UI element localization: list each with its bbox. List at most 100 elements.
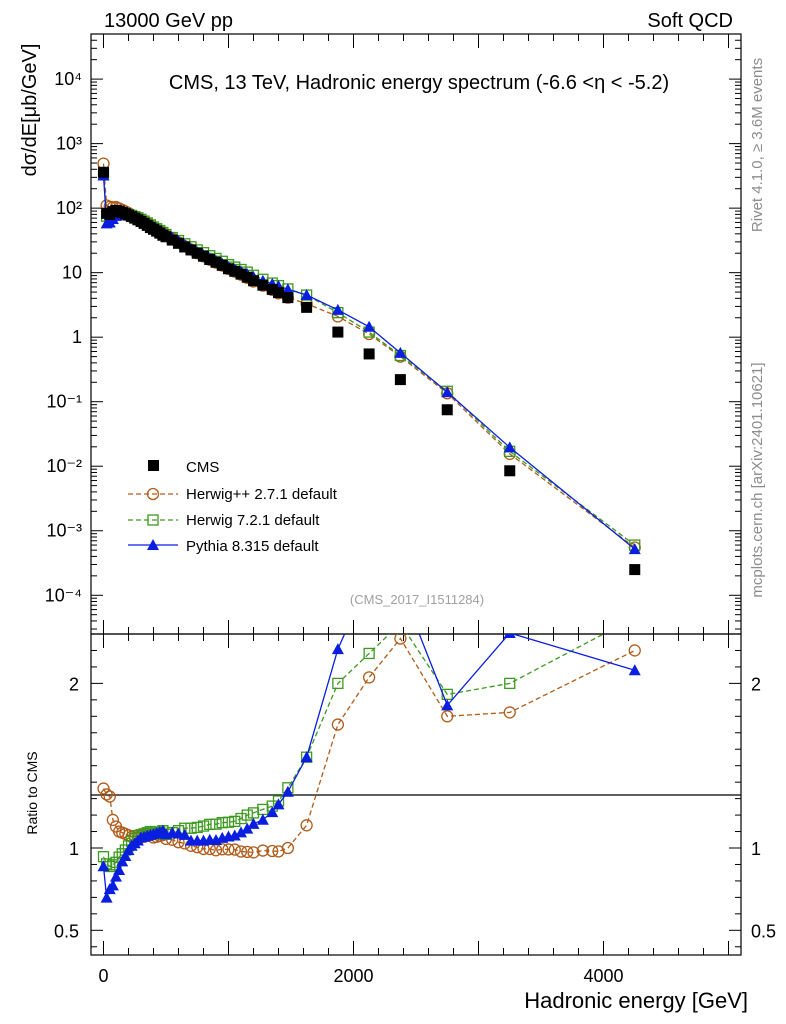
data-point-cms <box>160 231 172 243</box>
data-point-cms <box>441 404 453 416</box>
axis-ticks <box>91 33 741 955</box>
ratio-point-herwigpp <box>331 718 345 731</box>
ratio-point-herwig7 <box>191 821 203 834</box>
y-tick-label: 10² <box>56 198 82 218</box>
data-point-cms <box>185 244 197 256</box>
ratio-tick-label-right: 0.5 <box>751 921 776 941</box>
data-point-cms <box>332 326 344 338</box>
ratio-point-herwig7 <box>197 820 210 832</box>
plot-title: CMS, 13 TeV, Hadronic energy spectrum (-… <box>169 72 669 94</box>
ratio-point-pythia <box>300 751 313 763</box>
data-point-cms <box>394 374 406 386</box>
ratio-point-herwig7 <box>185 822 197 834</box>
y-tick-label: 10 <box>62 263 82 283</box>
ratio-line-pythia <box>102 634 635 898</box>
series-line-herwig7 <box>102 173 636 546</box>
data-point-cms <box>282 292 294 304</box>
data-point-cms <box>257 279 269 291</box>
ratio-point-herwigpp <box>247 846 260 859</box>
ratio-line-herwigpp <box>102 637 636 854</box>
data-point-pythia <box>281 283 294 295</box>
ratio-tick-label-left: 1 <box>69 839 79 859</box>
data-point-cms <box>229 265 241 277</box>
ratio-point-pythia <box>441 699 454 711</box>
ratio-point-herwig7 <box>222 816 235 828</box>
ratio-point-pythia <box>256 813 269 825</box>
data-point-cms <box>216 259 228 271</box>
data-point-cms <box>273 287 284 299</box>
ratio-point-pythia <box>272 798 285 810</box>
axis-tick-labels: 10⁻⁴ 10⁻³ 10⁻² 10⁻¹ 1 10 10² 10³ 10⁴ 0 2000 4000 0.5… <box>45 69 776 986</box>
x-tick-label: 4000 <box>583 966 623 986</box>
data-point-cms <box>179 241 191 253</box>
main-plot-series <box>97 157 641 576</box>
y-tick-label: 10⁻² <box>46 456 82 476</box>
ratio-point-herwigpp <box>106 813 120 827</box>
data-point-cms <box>248 275 259 287</box>
legend-label-cms: CMS <box>186 459 219 476</box>
ratio-tick-label-right: 2 <box>751 674 761 694</box>
y-tick-label: 1 <box>72 327 82 347</box>
ratio-point-herwigpp <box>362 671 376 684</box>
ratio-point-herwigpp <box>234 845 248 858</box>
ratio-point-herwigpp <box>394 634 407 645</box>
data-point-pythia <box>363 320 376 332</box>
ratio-point-herwig7 <box>241 809 253 821</box>
data-point-cms <box>98 166 109 178</box>
ratio-axis-label: Ratio to CMS <box>24 751 40 834</box>
x-tick-label: 0 <box>98 966 108 986</box>
data-point-cms <box>173 237 184 249</box>
ratio-point-herwig7 <box>210 818 222 830</box>
y-tick-label: 10⁴ <box>54 69 82 89</box>
ratio-point-herwig7 <box>332 677 344 690</box>
y-tick-label: 10⁻¹ <box>46 392 82 412</box>
ratio-point-pythia <box>503 634 516 639</box>
y-tick-label: 10³ <box>56 134 82 154</box>
legend-label-herwig7: Herwig 7.2.1 default <box>186 512 320 529</box>
y-tick-label: 10⁻⁴ <box>45 585 82 605</box>
mcplots-citation-text: mcplots.cern.ch [arXiv:2401.10621] <box>749 362 766 597</box>
ratio-point-herwigpp <box>441 710 454 723</box>
ratio-point-pythia <box>266 806 279 818</box>
analysis-tag: (CMS_2017_I1511284) <box>350 592 484 607</box>
ratio-point-herwigpp <box>103 790 116 803</box>
legend-label-herwigpp: Herwig++ 2.7.1 default <box>186 486 338 503</box>
data-point-pythia <box>628 543 641 555</box>
ratio-point-pythia <box>241 822 254 834</box>
ratio-point-pythia <box>119 850 132 862</box>
data-point-cms <box>301 301 313 313</box>
ratio-point-herwigpp <box>628 644 641 657</box>
ratio-point-herwigpp <box>503 706 516 719</box>
data-point-pythia <box>331 303 344 315</box>
ratio-tick-label-left: 0.5 <box>54 921 79 941</box>
data-point-pythia <box>441 386 454 398</box>
ratio-point-herwig7 <box>504 677 516 690</box>
y-axis-label: dσ/dE[μb/GeV] <box>19 44 41 177</box>
ratio-point-herwigpp <box>300 819 313 832</box>
legend-marker-cms <box>148 460 159 471</box>
ratio-point-herwigpp <box>281 841 295 855</box>
ratio-point-herwigpp <box>97 782 110 795</box>
data-point-pythia <box>394 346 407 358</box>
ratio-point-herwigpp <box>228 843 241 856</box>
ratio-point-pythia <box>106 879 119 891</box>
legend-marker-herwig7 <box>147 514 159 526</box>
header-right: Soft QCD <box>647 10 733 32</box>
legend-marker-herwigpp <box>146 487 160 501</box>
data-point-cms <box>204 253 216 265</box>
data-point-cms <box>363 348 375 360</box>
data-point-cms <box>210 256 222 268</box>
ratio-point-pythia <box>628 664 641 676</box>
data-point-pythia <box>300 289 313 301</box>
ratio-point-herwig7 <box>229 815 241 827</box>
ratio-point-pythia <box>178 828 191 840</box>
ratio-point-pythia <box>247 817 260 829</box>
data-point-cms <box>266 283 278 295</box>
ratio-point-pythia <box>281 785 294 797</box>
ratio-point-pythia <box>228 829 241 841</box>
ratio-point-herwig7 <box>97 851 110 863</box>
ratio-tick-label-left: 2 <box>69 674 79 694</box>
ratio-point-herwigpp <box>222 843 235 856</box>
series-line-pythia <box>102 175 636 550</box>
